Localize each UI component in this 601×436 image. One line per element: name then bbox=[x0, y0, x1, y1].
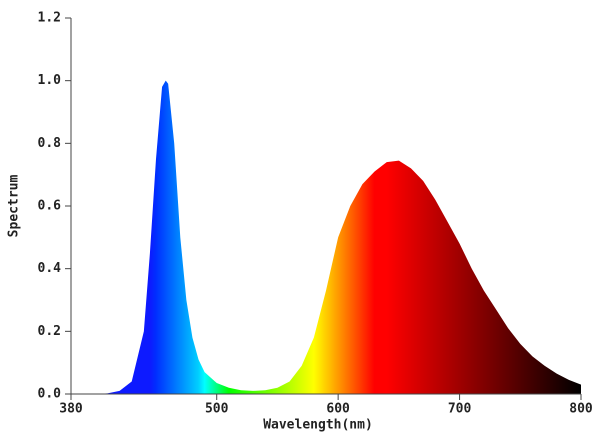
y-tick-label: 0.0 bbox=[38, 387, 62, 402]
y-tick-label: 1.0 bbox=[38, 73, 62, 88]
y-tick-label: 0.2 bbox=[38, 324, 61, 339]
x-tick-label: 800 bbox=[569, 402, 593, 417]
y-tick-label: 0.4 bbox=[38, 261, 62, 276]
y-tick-label: 0.6 bbox=[38, 199, 62, 214]
y-tick-label: 0.8 bbox=[38, 136, 62, 151]
x-tick-label: 380 bbox=[59, 402, 83, 417]
y-axis-label: Spectrum bbox=[7, 175, 22, 238]
y-tick-label: 1.2 bbox=[38, 11, 61, 26]
x-tick-label: 700 bbox=[448, 402, 472, 417]
x-tick-label: 500 bbox=[205, 402, 229, 417]
x-tick-label: 600 bbox=[326, 402, 350, 417]
x-axis-label: Wavelength(nm) bbox=[263, 418, 373, 433]
spectrum-area bbox=[71, 80, 581, 395]
